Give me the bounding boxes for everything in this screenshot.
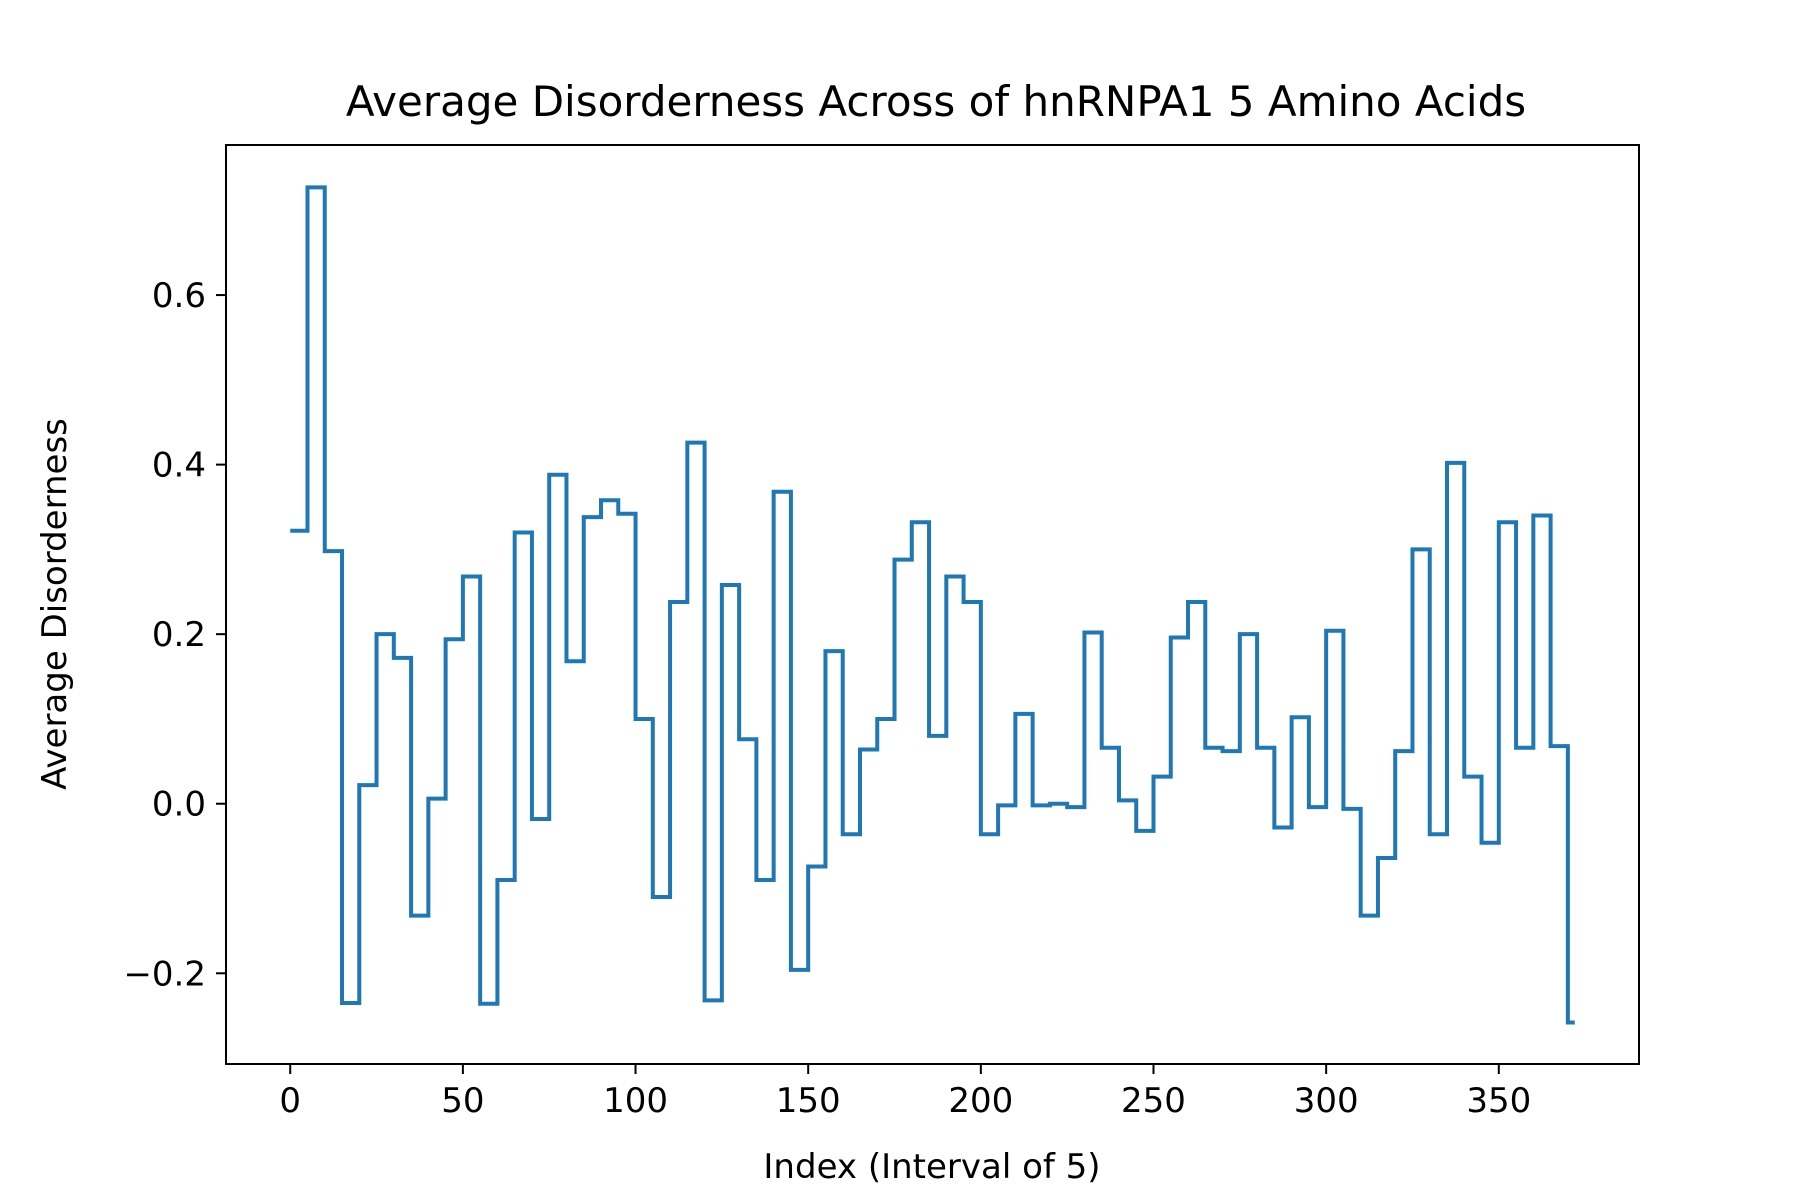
- x-tick-label: 0: [279, 1081, 301, 1121]
- chart-title: Average Disorderness Across of hnRNPA1 5…: [346, 77, 1526, 126]
- x-tick-label: 50: [441, 1081, 484, 1121]
- x-tick-label: 100: [603, 1081, 668, 1121]
- x-tick-label: 200: [948, 1081, 1013, 1121]
- y-tick-label: −0.2: [123, 954, 206, 994]
- y-tick-label: 0.6: [152, 276, 206, 316]
- x-tick-label: 150: [776, 1081, 841, 1121]
- y-axis-label: Average Disorderness: [35, 418, 75, 790]
- axes-frame: [225, 144, 1640, 1065]
- y-tick-label: 0.0: [152, 785, 206, 825]
- y-tick-label: 0.2: [152, 615, 206, 655]
- x-axis-label: Index (Interval of 5): [763, 1147, 1100, 1187]
- y-tick-label: 0.4: [152, 446, 206, 486]
- x-tick-label: 300: [1294, 1081, 1359, 1121]
- y-axis: −0.2 0.0 0.2 0.4 0.6: [123, 276, 226, 994]
- plot-area: [290, 185, 1575, 1025]
- x-tick-label: 250: [1121, 1081, 1186, 1121]
- x-axis: 0 50 100 150 200 250 300 350: [279, 1064, 1531, 1121]
- x-tick-label: 350: [1466, 1081, 1531, 1121]
- series-line: [290, 185, 1575, 1025]
